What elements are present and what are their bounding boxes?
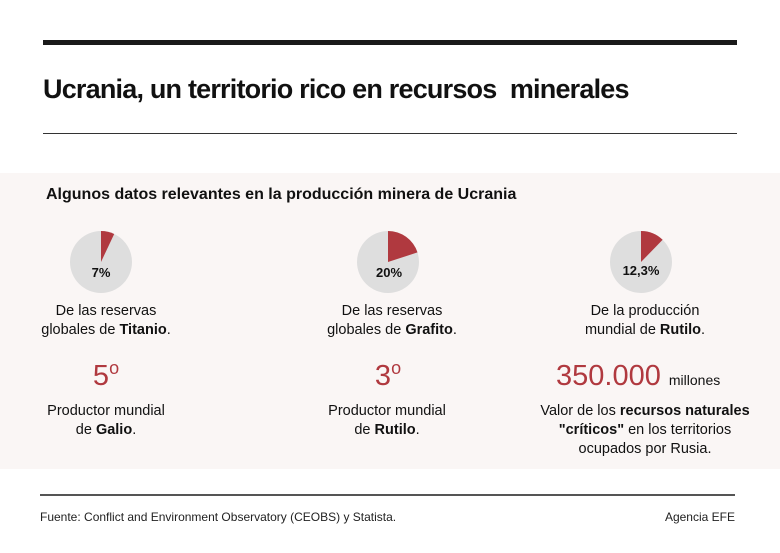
content-panel — [0, 173, 780, 469]
fact-description: Productor mundial de Rutilo. — [328, 403, 446, 438]
fact-description: Productor mundial de Galio. — [47, 403, 165, 438]
credit: Agencia EFE — [664, 510, 735, 524]
fact-value: 350.000 millones — [556, 360, 721, 392]
pie-titanio — [70, 231, 132, 293]
divider — [40, 494, 735, 496]
pie-value-slice — [388, 231, 418, 262]
fact-description: Valor de los recursos naturales "críticos… — [540, 403, 750, 457]
pie-description: De la producción mundial de Rutilo. — [584, 303, 706, 338]
subtitle: Algunos datos relevantes en la producció… — [46, 186, 517, 203]
page-title: Ucrania, un territorio rico en recursos … — [43, 74, 630, 104]
pie-value-slice — [101, 231, 115, 262]
pie-value-slice — [641, 231, 663, 262]
pie-rutilo — [610, 231, 672, 293]
pie-label: 7% — [91, 265, 111, 280]
pie-label: 20% — [375, 265, 403, 280]
source-note: Fuente: Conflict and Environment Observa… — [40, 510, 397, 524]
fact-rank-rutilo: 3o — [374, 358, 402, 392]
pie-label: 12,3% — [622, 263, 660, 278]
fact-rank-galio: 5o — [92, 358, 120, 392]
divider — [43, 133, 737, 134]
top-bar — [43, 40, 737, 45]
pie-description: De las reservas globales de Grafito. — [327, 303, 457, 338]
pie-grafito — [357, 231, 419, 293]
pie-description: De las reservas globales de Titanio. — [41, 303, 171, 338]
